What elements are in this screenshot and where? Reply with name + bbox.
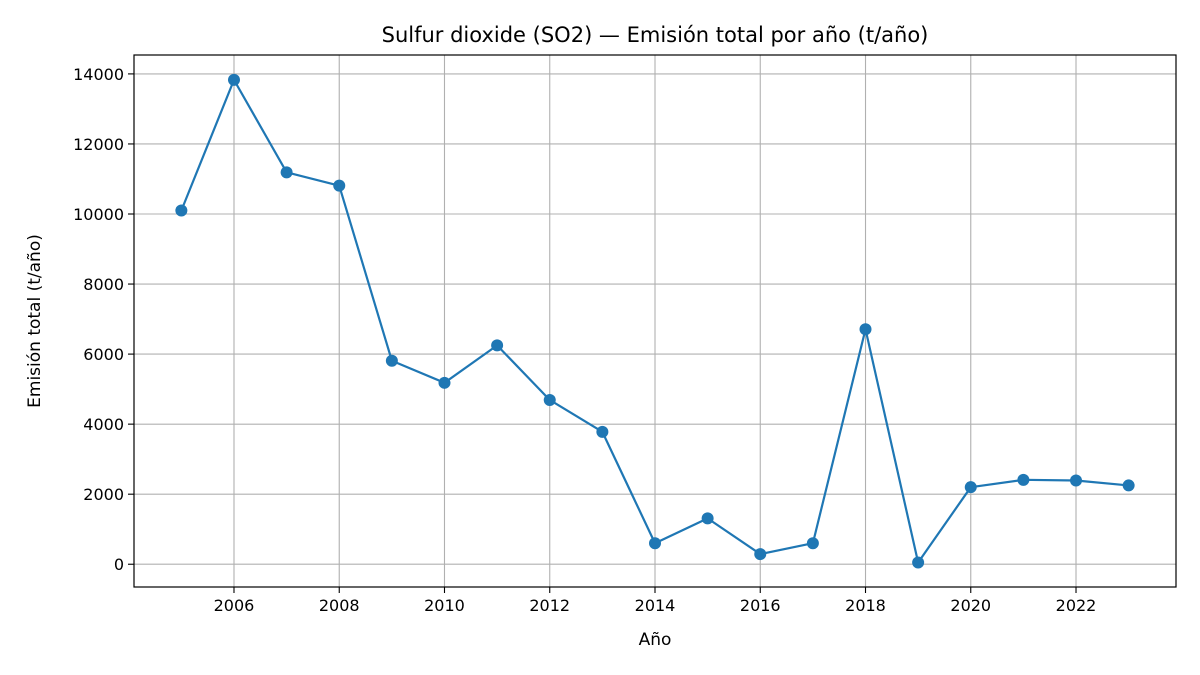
x-axis-title: Año bbox=[639, 630, 672, 650]
x-tick-label: 2022 bbox=[1056, 596, 1097, 615]
y-axis-title: Emisión total (t/año) bbox=[25, 234, 45, 408]
x-tick-label: 2008 bbox=[319, 596, 360, 615]
y-tick-label: 12000 bbox=[73, 135, 124, 154]
data-point bbox=[1017, 473, 1030, 486]
x-tick-label: 2010 bbox=[424, 596, 465, 615]
data-point bbox=[1122, 479, 1135, 492]
x-tick-label: 2006 bbox=[214, 596, 255, 615]
data-point bbox=[543, 393, 556, 406]
y-tick-label: 10000 bbox=[73, 205, 124, 224]
grid-lines bbox=[134, 55, 1176, 587]
y-tick-label: 0 bbox=[114, 555, 124, 574]
data-point bbox=[596, 425, 609, 438]
y-tick-label: 14000 bbox=[73, 65, 124, 84]
data-point bbox=[649, 537, 661, 550]
data-point bbox=[491, 339, 504, 352]
data-point bbox=[754, 548, 767, 561]
y-tick-label: 4000 bbox=[83, 415, 124, 434]
x-tick-label: 2012 bbox=[529, 596, 570, 615]
chart-title: Sulfur dioxide (SO2) — Emisión total por… bbox=[382, 23, 929, 47]
data-point bbox=[964, 481, 977, 494]
data-point bbox=[912, 556, 925, 569]
data-point bbox=[806, 537, 819, 550]
x-tick-label: 2016 bbox=[740, 596, 781, 615]
axis-ticks: 2006 2008 2010 2012 2014 2016 2018 2020 2022 0 200… bbox=[73, 65, 1096, 615]
data-point bbox=[859, 323, 872, 336]
data-point bbox=[333, 179, 346, 192]
x-tick-label: 2018 bbox=[845, 596, 886, 615]
y-tick-label: 2000 bbox=[83, 485, 124, 504]
data-point bbox=[1070, 474, 1083, 487]
data-point bbox=[280, 166, 293, 179]
data-point bbox=[701, 512, 714, 525]
data-point bbox=[227, 73, 240, 86]
data-point bbox=[175, 204, 188, 217]
data-point bbox=[438, 376, 451, 389]
data-point bbox=[385, 354, 398, 367]
x-tick-label: 2014 bbox=[635, 596, 676, 615]
x-tick-label: 2020 bbox=[950, 596, 991, 615]
y-tick-label: 6000 bbox=[83, 345, 124, 364]
data-series bbox=[175, 73, 1135, 569]
y-tick-label: 8000 bbox=[83, 275, 124, 294]
